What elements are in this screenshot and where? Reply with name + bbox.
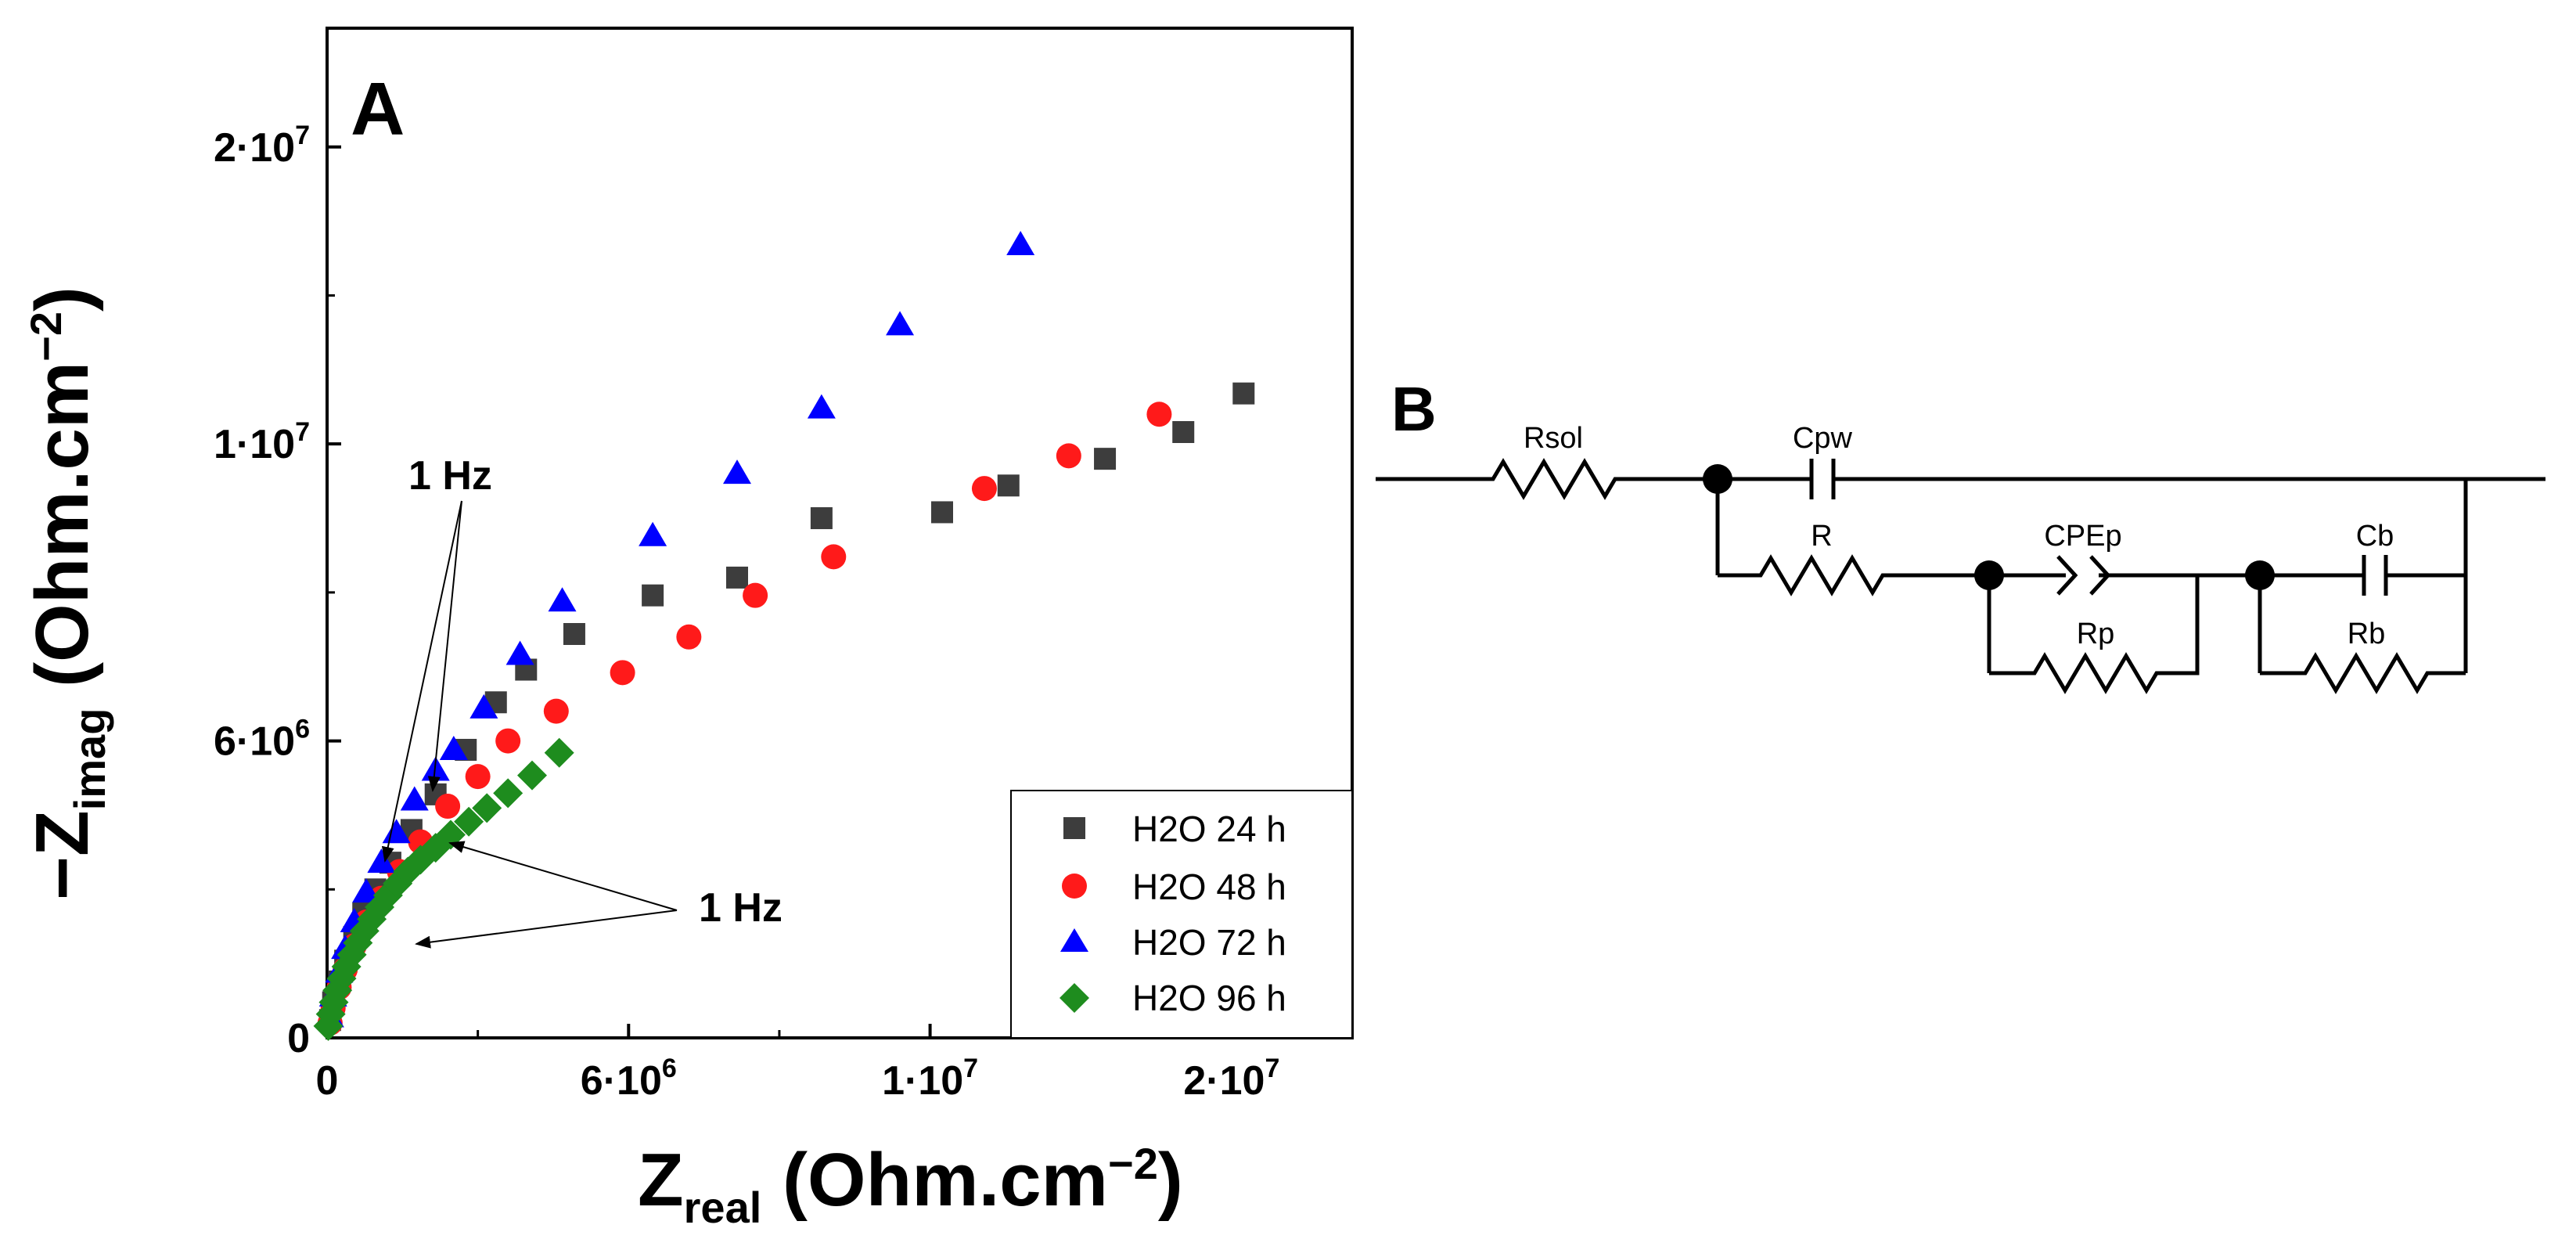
data-point bbox=[886, 311, 915, 336]
circuit-node-3 bbox=[2245, 560, 2275, 590]
data-point bbox=[454, 806, 484, 837]
data-point bbox=[1094, 448, 1117, 470]
data-point bbox=[517, 760, 547, 791]
data-point bbox=[400, 786, 429, 811]
arrow-1hz-c bbox=[448, 841, 678, 911]
data-point bbox=[505, 640, 534, 665]
data-point bbox=[743, 582, 768, 608]
data-point bbox=[642, 584, 664, 607]
data-point bbox=[931, 501, 953, 524]
legend-marker-96h bbox=[1060, 983, 1089, 1013]
equivalent-circuit: B bbox=[1376, 374, 2545, 694]
data-point bbox=[465, 764, 491, 790]
legend-marker-48h bbox=[1062, 874, 1087, 899]
label-rsol: Rsol bbox=[1524, 422, 1583, 455]
y-tick-label: 0 bbox=[287, 1016, 310, 1061]
resistor-rb bbox=[2260, 652, 2466, 694]
plot-frame bbox=[326, 27, 1354, 1039]
legend-marker-24h bbox=[1063, 817, 1085, 839]
circuit-wires bbox=[1376, 458, 2545, 694]
circuit-node-2 bbox=[1974, 560, 2004, 590]
data-point bbox=[367, 848, 396, 874]
arrow-1hz-d bbox=[415, 910, 678, 949]
data-point bbox=[810, 507, 833, 530]
x-tick-label: 2·107 bbox=[1183, 1054, 1279, 1104]
data-point bbox=[493, 778, 523, 809]
label-cb: Cb bbox=[2356, 520, 2394, 553]
annotation-1hz-lower: 1 Hz bbox=[699, 885, 783, 931]
data-point bbox=[639, 521, 667, 546]
circuit-node-1 bbox=[1703, 464, 1732, 494]
data-point bbox=[472, 793, 502, 823]
circuit-labels: Rsol Cpw R CPEp Rp Cb Rb bbox=[1524, 422, 2394, 650]
data-point bbox=[971, 476, 997, 502]
data-point bbox=[676, 624, 702, 650]
data-point bbox=[726, 566, 748, 589]
data-point bbox=[548, 587, 577, 612]
data-point bbox=[435, 794, 461, 820]
data-point bbox=[723, 459, 751, 485]
annotation-arrows bbox=[381, 500, 678, 949]
data-point bbox=[352, 878, 381, 903]
y-tick-label: 6·106 bbox=[214, 715, 310, 765]
data-point bbox=[1232, 382, 1255, 405]
legend-marker-72h bbox=[1060, 928, 1088, 952]
data-point bbox=[470, 693, 498, 719]
data-point bbox=[1146, 402, 1172, 427]
label-rb: Rb bbox=[2348, 618, 2386, 650]
legend-label-72h: H2O 72 h bbox=[1132, 922, 1286, 963]
data-point bbox=[821, 544, 847, 570]
data-point bbox=[1056, 443, 1081, 469]
y-axis-title: −Zimag (Ohm.cm−2) bbox=[20, 286, 114, 900]
legend: H2O 24 h H2O 48 h H2O 72 h H2O 96 h bbox=[1010, 790, 1353, 1039]
panel-label-a: A bbox=[351, 67, 405, 151]
data-point bbox=[807, 394, 836, 419]
y-ticks bbox=[327, 145, 341, 1039]
resistor-rsol bbox=[1376, 458, 1718, 500]
x-tick-label: 6·106 bbox=[581, 1054, 677, 1104]
label-r: R bbox=[1811, 520, 1832, 553]
data-point bbox=[563, 623, 585, 645]
data-point bbox=[544, 737, 574, 768]
legend-label-48h: H2O 48 h bbox=[1132, 866, 1286, 907]
resistor-r bbox=[1718, 554, 1989, 596]
x-tick-label: 0 bbox=[316, 1058, 339, 1104]
legend-label-24h: H2O 24 h bbox=[1132, 809, 1286, 849]
data-point bbox=[1006, 230, 1035, 255]
label-cpw: Cpw bbox=[1793, 422, 1853, 455]
x-tick-labels: 0 6·106 1·107 2·107 bbox=[316, 1054, 1280, 1104]
data-point bbox=[997, 474, 1020, 497]
nyquist-plot: 0 6·106 1·107 2·107 0 6·106 1·107 2·107 A 1 Hz… bbox=[20, 27, 1354, 1232]
arrow-1hz-a bbox=[381, 500, 462, 863]
y-tick-label: 2·107 bbox=[214, 121, 310, 171]
y-tick-labels: 0 6·106 1·107 2·107 bbox=[214, 121, 310, 1061]
panel-label-b: B bbox=[1391, 374, 1437, 444]
data-series bbox=[313, 230, 1255, 1041]
arrow-1hz-b bbox=[427, 500, 462, 792]
x-axis-title: Zreal (Ohm.cm−2) bbox=[638, 1138, 1183, 1232]
legend-label-96h: H2O 96 h bbox=[1132, 978, 1286, 1018]
series-h2o-96-h bbox=[313, 737, 574, 1041]
resistor-rp bbox=[1989, 575, 2200, 694]
y-tick-label: 1·107 bbox=[214, 417, 310, 467]
data-point bbox=[495, 728, 521, 754]
label-cpep: CPEp bbox=[2044, 520, 2121, 553]
data-point bbox=[610, 660, 635, 686]
x-tick-label: 1·107 bbox=[882, 1054, 978, 1104]
data-point bbox=[543, 698, 569, 724]
label-rp: Rp bbox=[2077, 618, 2115, 650]
cpe-left-chevron bbox=[2056, 555, 2078, 596]
annotation-1hz-upper: 1 Hz bbox=[408, 453, 492, 499]
data-point bbox=[439, 735, 468, 760]
series-h2o-72-h bbox=[315, 230, 1035, 1028]
circuit-nodes bbox=[1703, 464, 2275, 590]
data-point bbox=[1172, 421, 1195, 443]
